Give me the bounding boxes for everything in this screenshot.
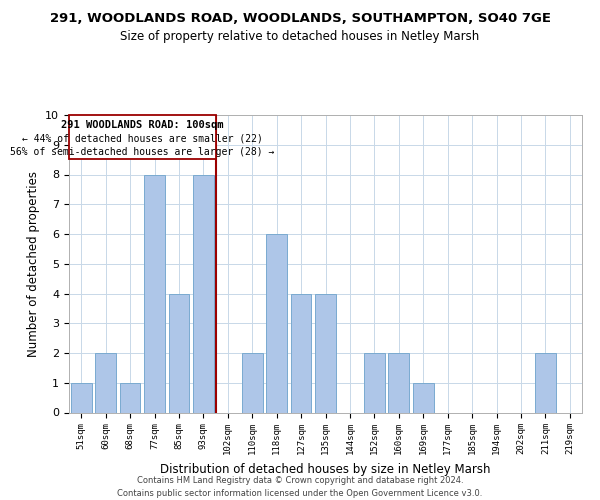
Bar	[193, 174, 214, 412]
Text: Size of property relative to detached houses in Netley Marsh: Size of property relative to detached ho…	[121, 30, 479, 43]
X-axis label: Distribution of detached houses by size in Netley Marsh: Distribution of detached houses by size …	[160, 463, 491, 476]
Y-axis label: Number of detached properties: Number of detached properties	[27, 171, 40, 357]
Bar	[388, 353, 409, 412]
Bar	[119, 383, 140, 412]
Text: Contains HM Land Registry data © Crown copyright and database right 2024.: Contains HM Land Registry data © Crown c…	[137, 476, 463, 485]
Text: 56% of semi-detached houses are larger (28) →: 56% of semi-detached houses are larger (…	[10, 147, 274, 157]
Bar	[315, 294, 336, 412]
Text: Contains public sector information licensed under the Open Government Licence v3: Contains public sector information licen…	[118, 489, 482, 498]
Bar	[535, 353, 556, 412]
Bar	[266, 234, 287, 412]
Bar	[95, 353, 116, 412]
Text: 291, WOODLANDS ROAD, WOODLANDS, SOUTHAMPTON, SO40 7GE: 291, WOODLANDS ROAD, WOODLANDS, SOUTHAMP…	[49, 12, 551, 26]
Bar	[71, 383, 92, 412]
Bar	[413, 383, 434, 412]
Bar	[169, 294, 190, 412]
Bar	[242, 353, 263, 412]
Text: ← 44% of detached houses are smaller (22): ← 44% of detached houses are smaller (22…	[22, 133, 263, 143]
Bar	[144, 174, 165, 412]
Bar	[364, 353, 385, 412]
Text: 291 WOODLANDS ROAD: 100sqm: 291 WOODLANDS ROAD: 100sqm	[61, 120, 224, 130]
Bar	[69, 115, 215, 159]
Bar	[290, 294, 311, 412]
